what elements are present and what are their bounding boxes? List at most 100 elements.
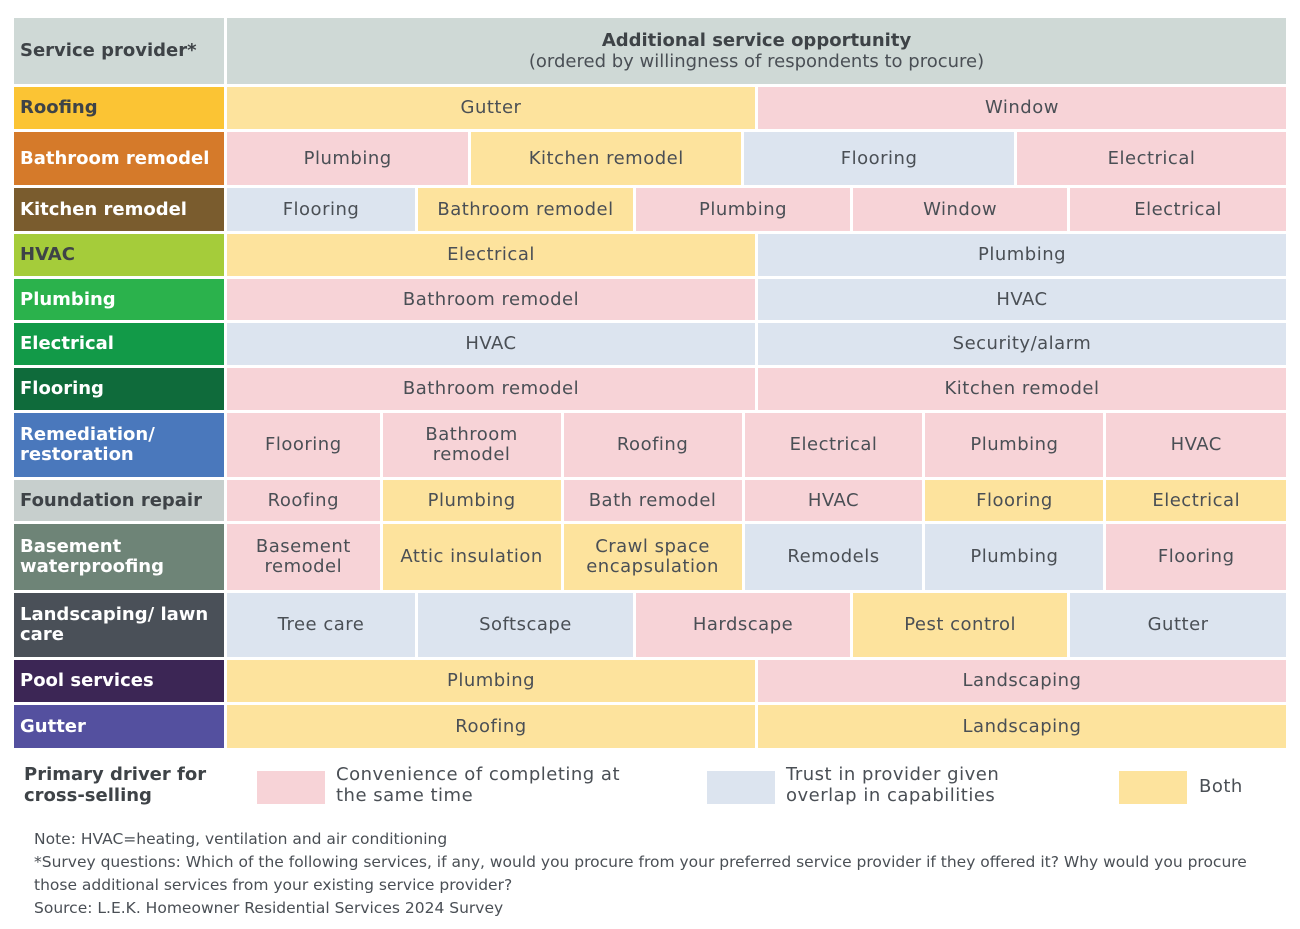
- table-row: Electrical HVAC Security/alarm: [14, 323, 1286, 365]
- table-row: HVAC Electrical Plumbing: [14, 234, 1286, 276]
- opportunity-header: Additional service opportunity (ordered …: [227, 18, 1286, 84]
- opportunity-cell-trust: HVAC: [227, 323, 755, 365]
- provider-header: Service provider*: [14, 18, 224, 84]
- opportunity-cell-trust: Security/alarm: [758, 323, 1286, 365]
- opportunity-title: Additional service opportunity: [601, 30, 912, 51]
- opportunity-cell-convenience: Window: [758, 87, 1286, 129]
- opportunity-cell-convenience: Electrical: [1070, 188, 1286, 231]
- opportunity-cell-both: Landscaping: [758, 705, 1286, 748]
- provider-label: HVAC: [14, 234, 224, 276]
- opportunity-cell-both: Gutter: [227, 87, 755, 129]
- opportunity-cell-convenience: Plumbing: [227, 132, 469, 185]
- opportunity-cell-trust: Plumbing: [758, 234, 1286, 276]
- table-row: Foundation repair Roofing Plumbing Bath rem…: [14, 480, 1287, 521]
- opportunity-cell-convenience: Window: [853, 188, 1068, 231]
- opportunity-cell-convenience: Bathroom remodel: [227, 368, 755, 410]
- provider-label: Pool services: [14, 660, 224, 702]
- opportunity-cell-convenience: Electrical: [744, 413, 923, 477]
- table-row: Kitchen remodel Flooring Bathroom remodel P…: [14, 188, 1286, 231]
- opportunity-cell-trust: Plumbing: [925, 524, 1104, 590]
- opportunity-cell-convenience: Roofing: [563, 413, 742, 477]
- opportunity-cells: Tree care Softscape Hardscape Pest control G…: [227, 593, 1286, 657]
- opportunity-cell-both: Crawl space encapsulation: [563, 524, 742, 590]
- opportunity-cells: Bathroom remodel Kitchen remodel: [227, 368, 1286, 410]
- legend-swatch-both: [1119, 771, 1187, 804]
- note-survey: *Survey questions: Which of the followin…: [34, 853, 1247, 894]
- opportunity-cell-convenience: Plumbing: [925, 413, 1104, 477]
- table-row: Basement waterproofing Basement remodel At…: [14, 524, 1287, 590]
- opportunity-cell-convenience: Flooring: [1106, 524, 1287, 590]
- opportunity-cell-both: Flooring: [925, 480, 1104, 521]
- opportunity-cells: Flooring Bathroom remodel Roofing Electrica…: [227, 413, 1287, 477]
- legend-swatch-trust: [707, 771, 775, 804]
- legend-label-both: Both: [1199, 776, 1243, 797]
- opportunity-cell-convenience: Plumbing: [635, 188, 851, 231]
- provider-label: Basement waterproofing: [14, 524, 224, 590]
- opportunity-cell-convenience: Roofing: [227, 480, 380, 521]
- opportunity-cell-convenience: Kitchen remodel: [758, 368, 1286, 410]
- opportunity-cell-both: Plumbing: [382, 480, 561, 521]
- opportunity-cells: Plumbing Landscaping: [227, 660, 1286, 702]
- provider-label: Flooring: [14, 368, 224, 410]
- opportunity-cell-convenience: Bath remodel: [563, 480, 742, 521]
- opportunity-cell-both: Bathroom remodel: [418, 188, 633, 231]
- opportunity-cell-trust: Softscape: [418, 593, 633, 657]
- opportunity-cell-convenience: Hardscape: [635, 593, 851, 657]
- opportunity-cells: Gutter Window: [227, 87, 1286, 129]
- note-source: Source: L.E.K. Homeowner Residential Ser…: [34, 899, 504, 917]
- table-row: Plumbing Bathroom remodel HVAC: [14, 279, 1286, 320]
- opportunity-cell-trust: HVAC: [758, 279, 1286, 320]
- provider-label: Kitchen remodel: [14, 188, 224, 231]
- opportunity-cell-convenience: Flooring: [227, 413, 380, 477]
- provider-label: Foundation repair: [14, 480, 224, 521]
- header-row: Service provider* Additional service opp…: [14, 18, 1286, 84]
- opportunity-cell-convenience: HVAC: [744, 480, 923, 521]
- opportunity-cells: Electrical Plumbing: [227, 234, 1286, 276]
- legend: Primary driver for cross-selling Conveni…: [0, 764, 1300, 814]
- opportunity-cell-both: Pest control: [853, 593, 1068, 657]
- legend-label-trust: Trust in provider given overlap in capab…: [786, 764, 1000, 806]
- opportunity-cell-trust: Tree care: [227, 593, 415, 657]
- legend-title: Primary driver for cross-selling: [24, 764, 207, 806]
- table-row: Remediation/ restoration Flooring Bathroom…: [14, 413, 1287, 477]
- opportunity-cells: HVAC Security/alarm: [227, 323, 1286, 365]
- opportunity-cell-both: Electrical: [1106, 480, 1287, 521]
- opportunity-cell-trust: Remodels: [744, 524, 923, 590]
- opportunity-cell-both: Plumbing: [227, 660, 755, 702]
- provider-label: Gutter: [14, 705, 224, 748]
- provider-label: Electrical: [14, 323, 224, 365]
- opportunity-cell-trust: Flooring: [744, 132, 1015, 185]
- opportunity-cell-both: Kitchen remodel: [471, 132, 742, 185]
- legend-swatch-convenience: [257, 771, 325, 804]
- opportunity-cell-both: Electrical: [227, 234, 755, 276]
- opportunity-cell-trust: Flooring: [227, 188, 415, 231]
- provider-label: Plumbing: [14, 279, 224, 320]
- opportunity-cells: Roofing Plumbing Bath remodel HVAC Flooring E…: [227, 480, 1287, 521]
- table-row: Pool services Plumbing Landscaping: [14, 660, 1286, 702]
- opportunity-cells: Plumbing Kitchen remodel Flooring Electrica…: [227, 132, 1286, 185]
- opportunity-cell-both: Attic insulation: [382, 524, 561, 590]
- opportunity-cell-trust: Gutter: [1070, 593, 1286, 657]
- opportunity-cell-convenience: Bathroom remodel: [382, 413, 561, 477]
- opportunity-cells: Basement remodel Attic insulation Crawl sp…: [227, 524, 1287, 590]
- opportunity-cells: Roofing Landscaping: [227, 705, 1286, 748]
- legend-label-convenience: Convenience of completing at the same ti…: [336, 764, 621, 806]
- provider-label: Landscaping/ lawn care: [14, 593, 224, 657]
- table-row: Flooring Bathroom remodel Kitchen remodel: [14, 368, 1286, 410]
- opportunity-cell-convenience: HVAC: [1106, 413, 1287, 477]
- table-row: Roofing Gutter Window: [14, 87, 1286, 129]
- table-row: Landscaping/ lawn care Tree care Softscape…: [14, 593, 1286, 657]
- opportunity-cells: Flooring Bathroom remodel Plumbing Window El…: [227, 188, 1286, 231]
- provider-label: Remediation/ restoration: [14, 413, 224, 477]
- opportunity-cell-convenience: Basement remodel: [227, 524, 380, 590]
- table-row: Bathroom remodel Plumbing Kitchen remodel F…: [14, 132, 1286, 185]
- footnotes: Note: HVAC=heating, ventilation and air …: [34, 828, 1264, 920]
- opportunity-cells: Bathroom remodel HVAC: [227, 279, 1286, 320]
- opportunity-cell-convenience: Electrical: [1017, 132, 1286, 185]
- opportunity-cell-convenience: Landscaping: [758, 660, 1286, 702]
- opportunity-subtitle: (ordered by willingness of respondents t…: [528, 51, 985, 72]
- opportunity-cell-convenience: Bathroom remodel: [227, 279, 755, 320]
- provider-label: Bathroom remodel: [14, 132, 224, 185]
- opportunity-cell-both: Roofing: [227, 705, 755, 748]
- provider-label: Roofing: [14, 87, 224, 129]
